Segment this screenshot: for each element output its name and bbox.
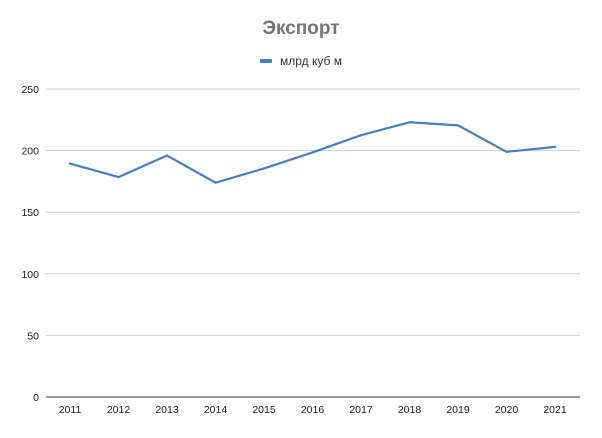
x-tick-label: 2014 — [204, 404, 228, 416]
x-tick-label: 2018 — [398, 404, 422, 416]
data-point — [456, 124, 460, 127]
chart-title: Экспорт — [262, 18, 340, 39]
legend: млрд куб м — [0, 54, 602, 68]
data-point — [553, 145, 557, 149]
data-point — [505, 150, 508, 153]
data-point — [311, 151, 314, 154]
x-tick-label: 2019 — [446, 404, 470, 416]
gridlines — [46, 88, 580, 398]
y-tick-label: 200 — [21, 146, 39, 158]
x-tick-label: 2017 — [349, 404, 373, 416]
x-tick-label: 2013 — [155, 404, 179, 416]
x-tick-label: 2020 — [495, 404, 519, 416]
data-point — [68, 162, 72, 165]
y-tick-label: 50 — [27, 330, 39, 342]
data-point — [117, 175, 120, 179]
x-tick-label: 2012 — [107, 404, 131, 416]
legend-swatch — [260, 59, 273, 63]
x-tick-label: 2011 — [59, 404, 82, 416]
x-tick-label: 2015 — [252, 404, 276, 416]
data-point — [165, 154, 169, 157]
y-tick-label: 150 — [21, 207, 39, 219]
data-point — [262, 167, 266, 170]
y-axis-ticks: 0 50 100 150 200 250 — [21, 84, 39, 404]
x-tick-label: 2016 — [301, 404, 325, 416]
data-point — [359, 134, 363, 137]
data-point — [214, 181, 217, 184]
data-point — [408, 121, 411, 124]
x-tick-label: 2021 — [543, 404, 567, 416]
y-tick-label: 250 — [21, 84, 39, 96]
legend-label: млрд куб м — [280, 54, 342, 68]
y-tick-label: 100 — [21, 269, 39, 281]
y-tick-label: 0 — [33, 392, 39, 404]
x-axis-ticks: 2011 2012 2013 2014 2015 2016 2017 2018 2019 2020… — [59, 404, 567, 416]
series-layer — [68, 121, 557, 184]
